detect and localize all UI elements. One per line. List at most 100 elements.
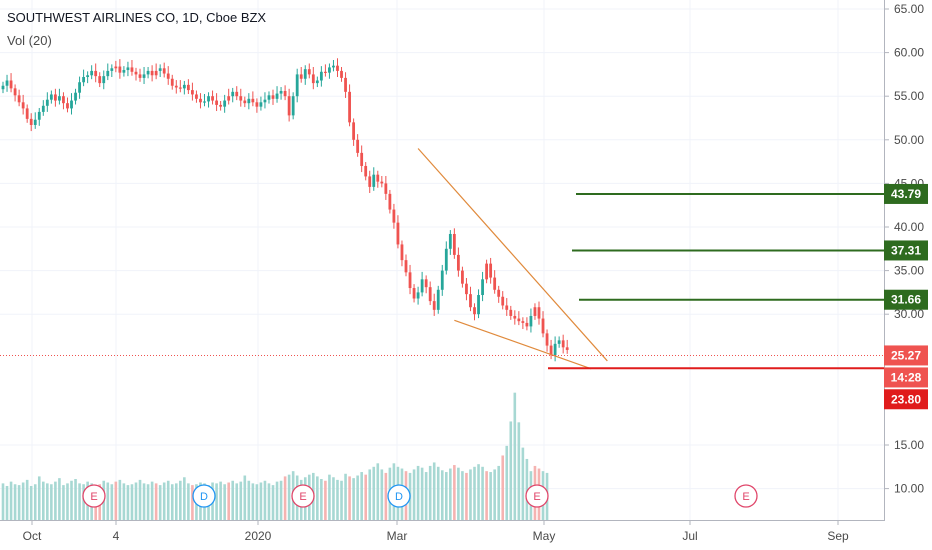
candle [416, 286, 420, 305]
candle [412, 284, 416, 303]
candle [469, 286, 472, 312]
volume-bar [114, 481, 118, 520]
volume-bar [142, 483, 146, 520]
svg-text:D: D [200, 491, 208, 503]
candle [283, 85, 287, 101]
candle [239, 88, 243, 107]
candle [352, 118, 356, 146]
volume-bar [126, 485, 130, 520]
event-marker[interactable]: E [291, 484, 315, 508]
volume-bar [251, 483, 255, 520]
volume-bar [146, 484, 150, 520]
volume-bar [493, 469, 496, 520]
candle [565, 339, 569, 354]
candle [420, 271, 424, 297]
event-marker[interactable]: E [525, 484, 549, 508]
candle [311, 66, 315, 90]
candle [219, 100, 223, 111]
volume-bar [271, 485, 275, 520]
volume-bar [505, 445, 509, 520]
volume-bar [70, 480, 73, 520]
candle [440, 264, 444, 296]
volume-bar [275, 481, 279, 520]
volume-bar [82, 484, 85, 520]
volume-bar [33, 484, 37, 520]
candle [178, 80, 182, 93]
candle [41, 100, 45, 116]
candle [299, 66, 303, 83]
y-tick-label: 50.00 [894, 133, 924, 147]
volume-bar [138, 479, 142, 520]
candle [207, 92, 210, 108]
y-tick-label: 55.00 [894, 89, 924, 103]
event-marker[interactable]: D [192, 484, 216, 508]
candle [477, 289, 480, 319]
candle [90, 65, 94, 80]
candle [489, 257, 493, 284]
bar-countdown-badge: 14:28 [884, 367, 928, 388]
y-tick-label: 40.00 [894, 220, 924, 234]
chart-title: SOUTHWEST AIRLINES CO, 1D, Cboe BZX [7, 10, 266, 25]
volume-bar [477, 464, 480, 520]
event-marker[interactable]: D [387, 484, 411, 508]
volume-bar [50, 484, 53, 520]
candle [473, 303, 476, 321]
volume-bar [162, 482, 166, 520]
svg-text:23.80: 23.80 [891, 392, 921, 406]
candle [396, 215, 400, 249]
price-candles [1, 58, 569, 362]
volume-bar [428, 465, 432, 520]
volume-bar [517, 422, 521, 520]
volume-bar [457, 467, 460, 520]
candle [162, 62, 166, 78]
candle [291, 92, 295, 120]
y-tick-label: 30.00 [894, 307, 924, 321]
candle [186, 79, 190, 95]
candle [25, 104, 29, 123]
trendline[interactable] [417, 148, 608, 362]
candle [525, 317, 529, 331]
level-price-badge: 23.80 [884, 389, 928, 410]
volume-bar [412, 469, 416, 520]
candle [344, 72, 347, 98]
candle [70, 93, 73, 115]
event-marker[interactable]: E [82, 484, 106, 508]
volume-bar [416, 465, 420, 520]
candle [247, 93, 251, 110]
candle [505, 298, 509, 316]
candle [444, 241, 448, 275]
volume-bar [9, 481, 13, 520]
volume-bar [54, 481, 57, 520]
candle [110, 64, 114, 78]
volume-bar [235, 483, 239, 520]
volume-bar [481, 466, 484, 520]
volume-bar [376, 463, 380, 520]
candle [53, 88, 57, 107]
candle [191, 82, 194, 101]
volume-bar [191, 485, 194, 520]
volume-bar [5, 485, 9, 520]
candle [372, 167, 376, 191]
trendline[interactable] [454, 319, 592, 370]
candle [319, 66, 323, 87]
candle [541, 311, 545, 338]
volume-bar [263, 480, 267, 520]
candle [448, 230, 452, 255]
candle [263, 92, 267, 109]
volume-bar [170, 484, 174, 520]
volume-bar [239, 481, 243, 520]
volume-bar [469, 469, 472, 520]
candle [400, 240, 404, 267]
candle [465, 278, 468, 301]
volume-bar [255, 484, 259, 520]
volume-bar [174, 483, 178, 520]
candle [481, 271, 484, 302]
volume-bar [243, 475, 247, 520]
event-marker[interactable]: E [734, 484, 758, 508]
volume-bar [372, 466, 376, 520]
y-tick-label: 10.00 [894, 482, 924, 496]
level-price-badge: 31.66 [884, 289, 928, 310]
volume-bar [489, 472, 492, 520]
candle [521, 317, 525, 330]
